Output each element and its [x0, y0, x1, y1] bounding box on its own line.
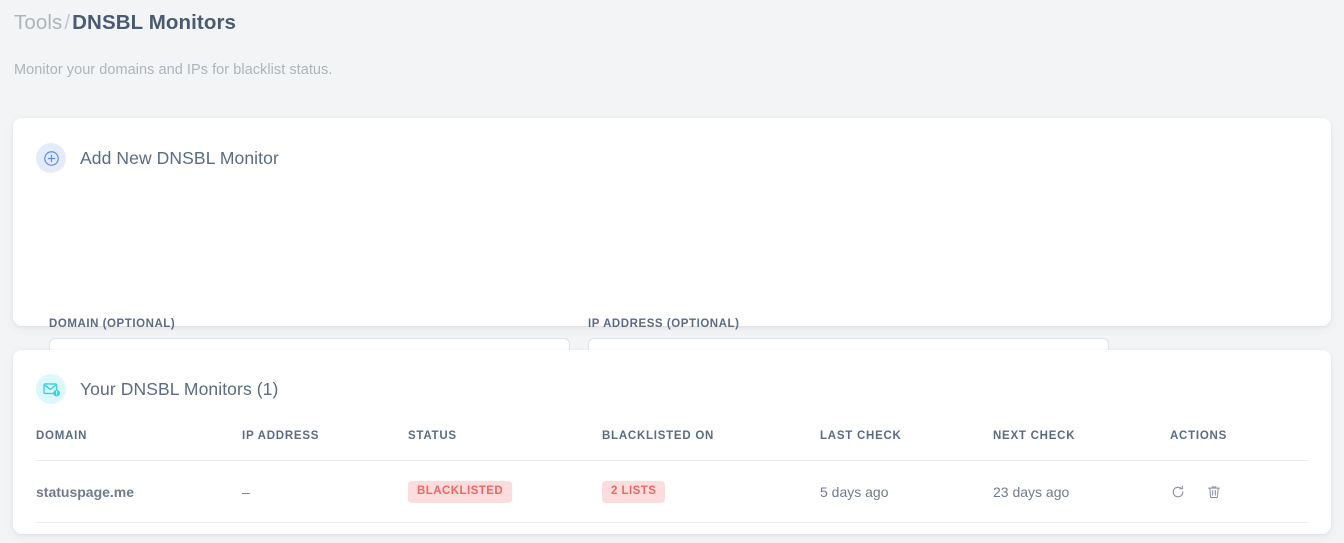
cell-domain: statuspage.me — [36, 460, 242, 523]
cell-ip-address: – — [242, 460, 408, 523]
table-row[interactable]: statuspage.me – BLACKLISTED 2 LISTS 5 da… — [36, 460, 1308, 523]
table-header-row: DOMAIN IP ADDRESS STATUS BLACKLISTED ON … — [36, 430, 1308, 461]
status-badge: BLACKLISTED — [408, 481, 513, 503]
page-title: DNSBL Monitors — [72, 11, 237, 34]
blacklisted-count-badge: 2 LISTS — [602, 481, 666, 503]
breadcrumb-separator: / — [64, 11, 71, 34]
column-header-actions: ACTIONS — [1170, 430, 1308, 461]
cell-next-check: 23 days ago — [993, 460, 1170, 523]
domain-field-label: DOMAIN (OPTIONAL) — [49, 318, 176, 330]
refresh-icon[interactable] — [1170, 484, 1186, 500]
cell-status: BLACKLISTED — [408, 460, 602, 523]
monitors-table: DOMAIN IP ADDRESS STATUS BLACKLISTED ON … — [36, 430, 1308, 523]
page-subtitle: Monitor your domains and IPs for blackli… — [14, 62, 333, 78]
cell-blacklisted-on: 2 LISTS — [602, 460, 820, 523]
column-header-ip-address: IP ADDRESS — [242, 430, 408, 461]
column-header-status: STATUS — [408, 430, 602, 461]
add-card-header: Add New DNSBL Monitor — [36, 143, 279, 173]
breadcrumb-parent[interactable]: Tools — [14, 11, 63, 34]
trash-icon[interactable] — [1206, 484, 1222, 500]
mail-alert-icon — [36, 374, 66, 404]
plus-circle-icon — [36, 143, 66, 173]
cell-last-check: 5 days ago — [820, 460, 993, 523]
add-card-title: Add New DNSBL Monitor — [80, 147, 279, 168]
column-header-blacklisted-on: BLACKLISTED ON — [602, 430, 820, 461]
add-monitor-card: Add New DNSBL Monitor DOMAIN (OPTIONAL) … — [13, 118, 1331, 421]
ip-field-label: IP ADDRESS (OPTIONAL) — [588, 318, 740, 330]
breadcrumb: Tools/DNSBL Monitors — [14, 8, 236, 38]
monitors-card-header: Your DNSBL Monitors (1) — [36, 374, 278, 404]
column-header-domain: DOMAIN — [36, 430, 242, 461]
column-header-last-check: LAST CHECK — [820, 430, 993, 461]
column-header-next-check: NEXT CHECK — [993, 430, 1170, 461]
cell-actions — [1170, 460, 1308, 523]
monitors-card-title: Your DNSBL Monitors (1) — [80, 378, 279, 399]
